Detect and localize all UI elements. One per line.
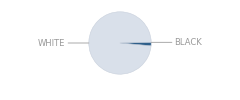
Wedge shape <box>89 12 151 74</box>
Text: WHITE: WHITE <box>38 38 89 48</box>
Text: BLACK: BLACK <box>151 38 202 47</box>
Wedge shape <box>120 42 151 46</box>
